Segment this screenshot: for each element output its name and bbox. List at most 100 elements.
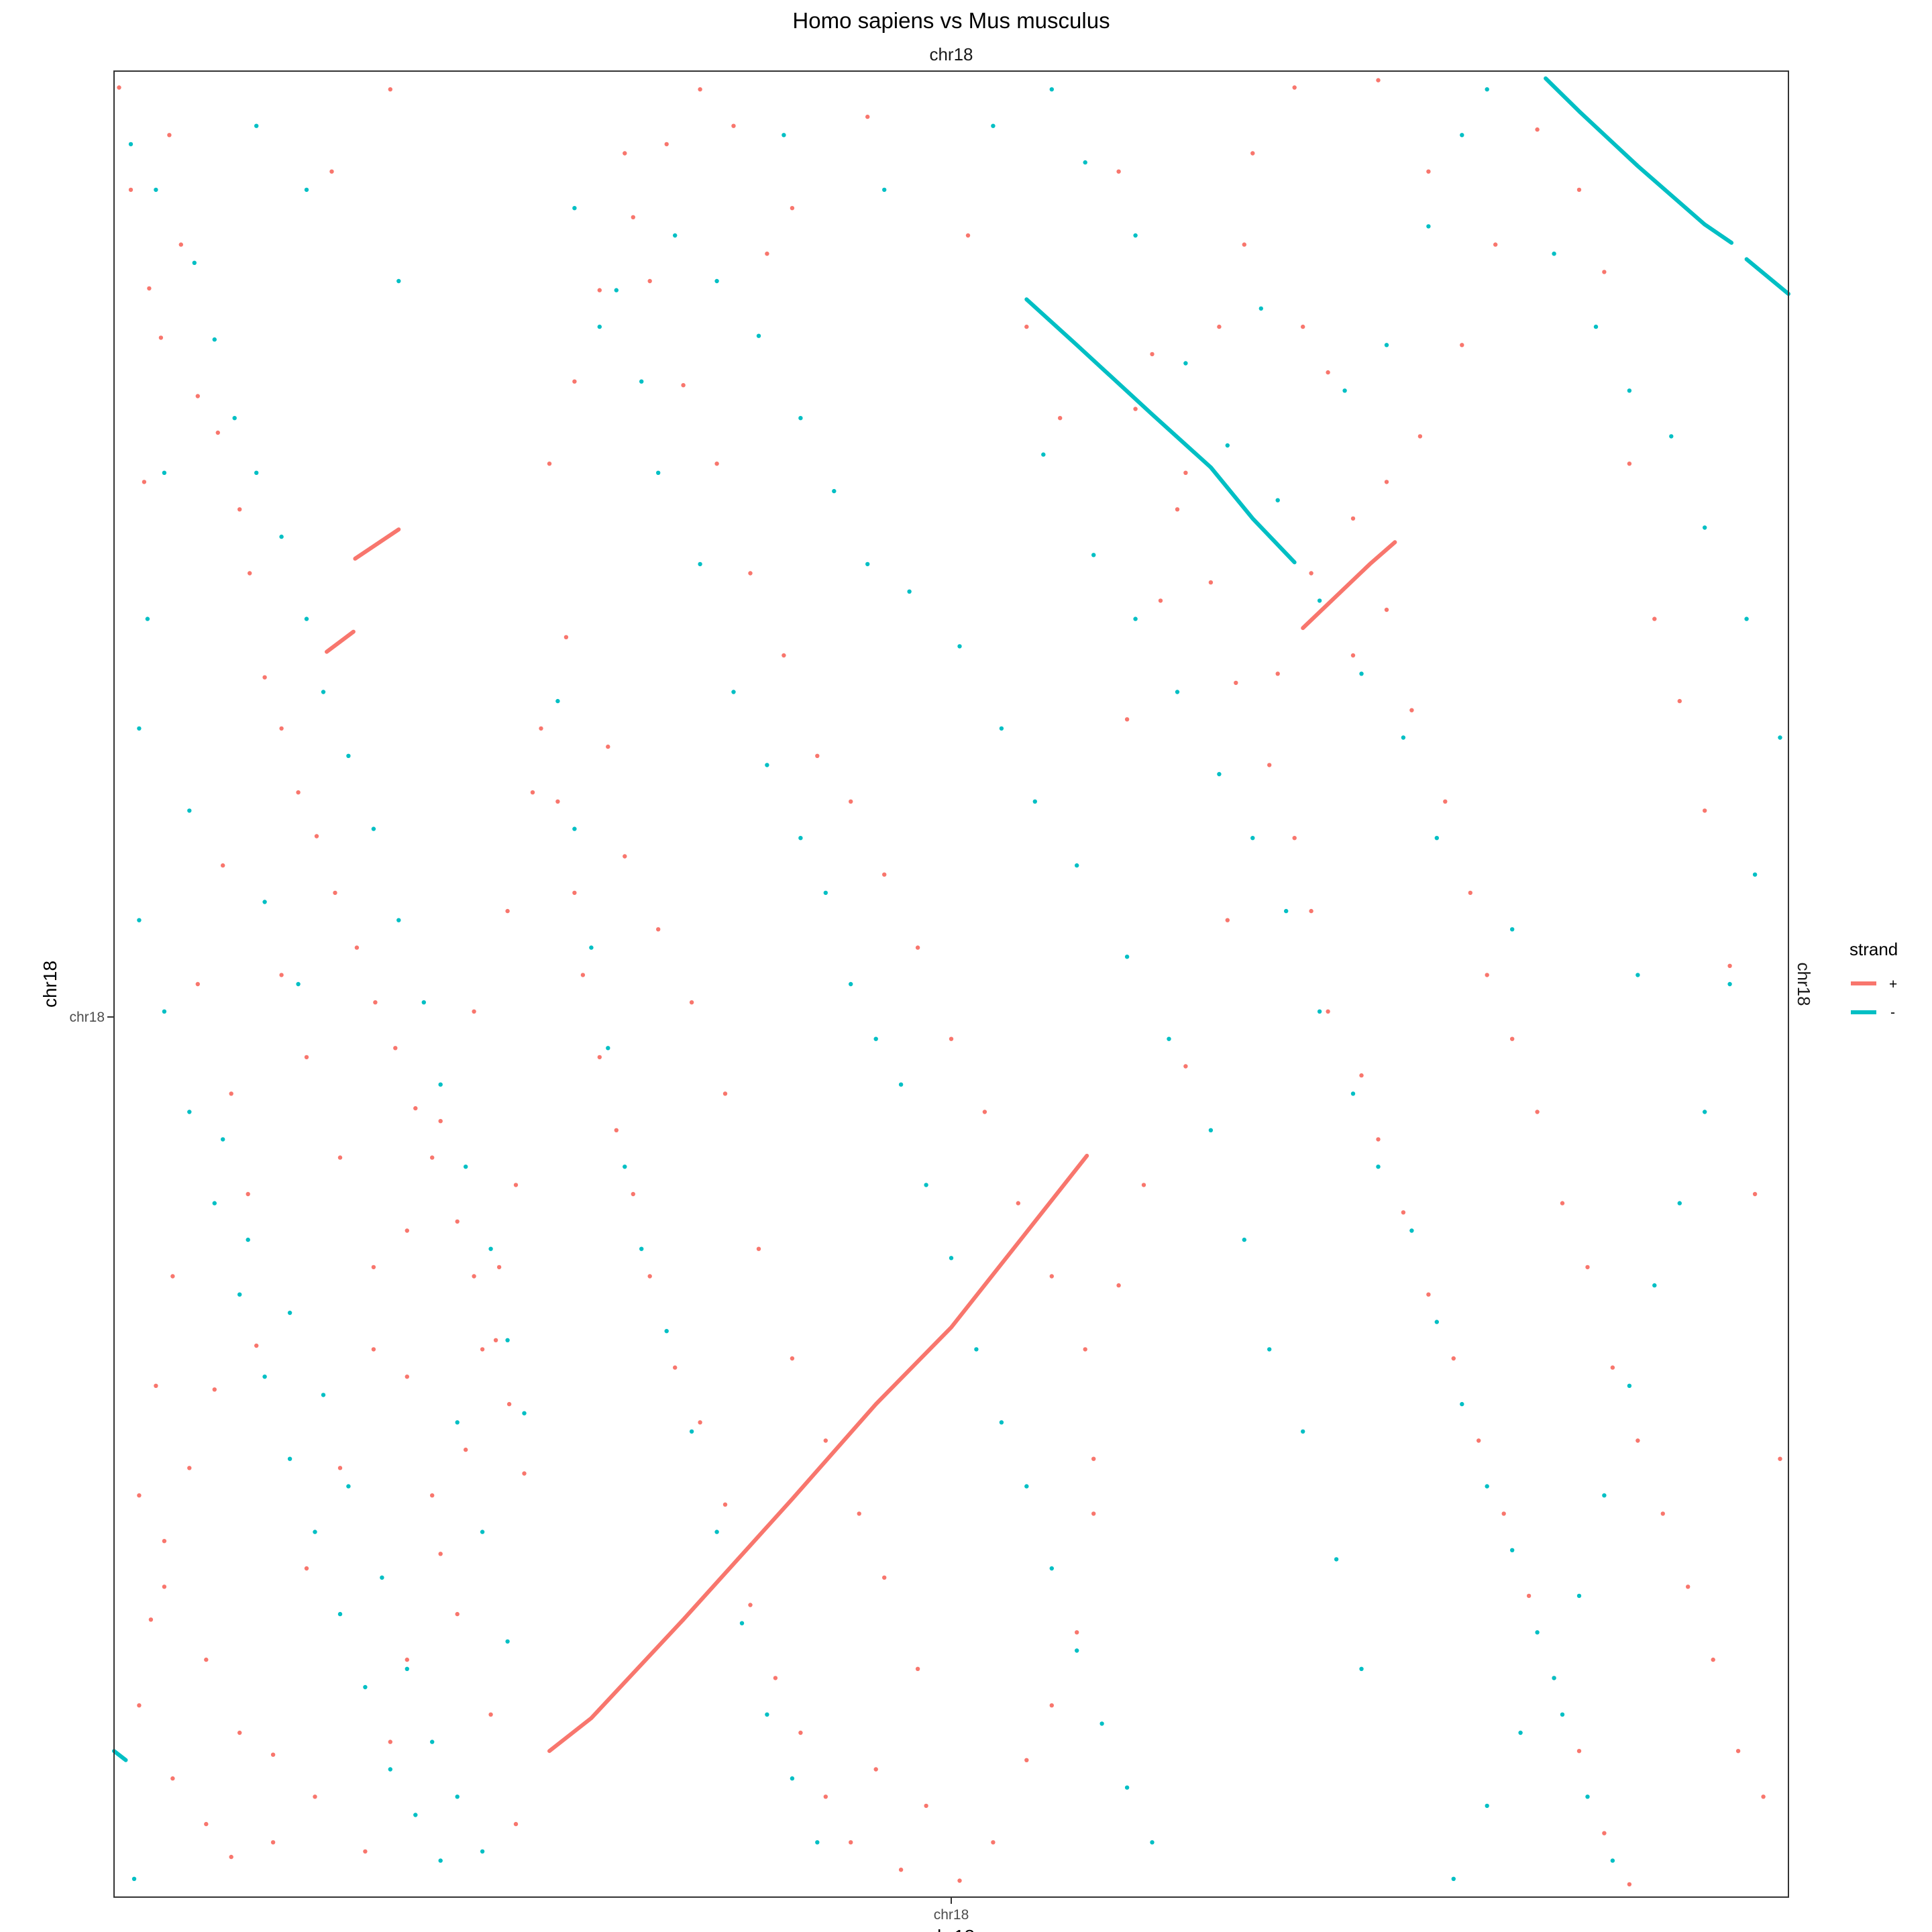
point-minus-99 bbox=[1703, 525, 1707, 530]
point-plus-116 bbox=[1560, 1201, 1565, 1205]
point-plus-144 bbox=[1141, 1183, 1146, 1187]
point-plus-135 bbox=[1493, 242, 1498, 247]
point-plus-202 bbox=[237, 1730, 242, 1735]
point-minus-83 bbox=[1485, 1484, 1489, 1489]
point-minus-155 bbox=[455, 1420, 460, 1425]
point-plus-98 bbox=[1477, 1438, 1481, 1443]
point-plus-168 bbox=[664, 142, 669, 147]
point-plus-65 bbox=[681, 383, 686, 388]
point-minus-135 bbox=[304, 187, 309, 193]
point-minus-88 bbox=[1610, 1858, 1615, 1863]
point-plus-128 bbox=[1703, 808, 1707, 813]
point-plus-78 bbox=[1091, 1456, 1096, 1461]
point-plus-97 bbox=[1451, 1356, 1456, 1361]
point-plus-81 bbox=[965, 233, 971, 238]
point-minus-164 bbox=[1183, 361, 1188, 366]
point-minus-53 bbox=[823, 890, 828, 896]
point-minus-131 bbox=[714, 278, 719, 284]
point-plus-100 bbox=[1526, 1593, 1532, 1599]
point-plus-107 bbox=[1326, 370, 1330, 375]
point-plus-136 bbox=[1460, 343, 1464, 347]
point-plus-105 bbox=[1242, 242, 1247, 247]
point-minus-63 bbox=[1075, 1648, 1079, 1653]
right-strip-label: chr18 bbox=[1794, 962, 1814, 1006]
segments-layer bbox=[112, 76, 1790, 1762]
point-plus-155 bbox=[823, 1438, 828, 1443]
point-minus-0 bbox=[128, 142, 133, 147]
point-minus-31 bbox=[131, 1876, 137, 1881]
point-plus-82 bbox=[1024, 324, 1029, 329]
point-minus-101 bbox=[1778, 735, 1782, 740]
point-minus-154 bbox=[480, 1529, 485, 1534]
point-plus-34 bbox=[270, 1752, 276, 1757]
point-minus-104 bbox=[1703, 1110, 1707, 1114]
point-minus-30 bbox=[438, 1858, 443, 1863]
point-minus-84 bbox=[1510, 1548, 1515, 1552]
alignment-segment-minus-3 bbox=[112, 1749, 128, 1762]
point-plus-188 bbox=[455, 1611, 460, 1617]
point-plus-56 bbox=[773, 1676, 778, 1680]
point-plus-123 bbox=[1735, 1749, 1741, 1754]
point-plus-90 bbox=[1292, 836, 1297, 841]
point-plus-91 bbox=[1309, 908, 1313, 914]
point-minus-128 bbox=[832, 488, 837, 494]
point-minus-148 bbox=[380, 1575, 384, 1580]
point-plus-147 bbox=[1075, 1630, 1079, 1635]
point-minus-129 bbox=[798, 416, 803, 421]
point-minus-103 bbox=[1727, 981, 1732, 987]
point-plus-207 bbox=[405, 1228, 409, 1233]
point-plus-64 bbox=[647, 278, 652, 284]
point-minus-58 bbox=[949, 1256, 954, 1260]
point-plus-120 bbox=[1660, 1511, 1665, 1516]
point-plus-129 bbox=[1677, 698, 1682, 704]
point-plus-50 bbox=[631, 1191, 635, 1197]
point-plus-191 bbox=[329, 169, 334, 174]
point-minus-49 bbox=[698, 561, 702, 567]
point-minus-119 bbox=[1208, 1128, 1214, 1133]
point-minus-138 bbox=[145, 616, 150, 621]
point-minus-46 bbox=[597, 324, 602, 329]
point-plus-140 bbox=[1309, 571, 1313, 576]
point-minus-160 bbox=[1359, 672, 1364, 676]
point-plus-72 bbox=[915, 945, 920, 950]
point-plus-70 bbox=[849, 799, 853, 804]
point-plus-68 bbox=[782, 653, 786, 658]
point-plus-174 bbox=[1175, 507, 1180, 512]
point-plus-122 bbox=[1711, 1657, 1715, 1662]
point-minus-112 bbox=[1485, 1803, 1489, 1809]
point-plus-0 bbox=[117, 85, 121, 90]
point-minus-156 bbox=[1635, 973, 1640, 977]
point-minus-140 bbox=[187, 808, 192, 813]
point-plus-143 bbox=[1183, 1064, 1188, 1069]
point-plus-88 bbox=[1234, 680, 1238, 686]
point-minus-36 bbox=[623, 1165, 627, 1169]
point-plus-8 bbox=[237, 507, 242, 512]
point-plus-163 bbox=[564, 635, 569, 639]
point-minus-59 bbox=[974, 1347, 979, 1352]
point-minus-82 bbox=[1460, 1401, 1464, 1407]
point-plus-40 bbox=[464, 1447, 468, 1452]
point-minus-51 bbox=[765, 763, 769, 767]
point-plus-103 bbox=[1602, 1831, 1607, 1835]
point-minus-39 bbox=[689, 1429, 694, 1434]
point-plus-51 bbox=[647, 1274, 652, 1279]
chart-title: Homo sapiens vs Mus musculus bbox=[792, 8, 1110, 33]
point-minus-72 bbox=[1133, 616, 1138, 621]
x-tick-label: chr18 bbox=[934, 1907, 969, 1923]
point-plus-80 bbox=[865, 114, 870, 119]
point-plus-117 bbox=[1585, 1265, 1590, 1270]
point-plus-138 bbox=[1384, 480, 1389, 484]
point-plus-164 bbox=[547, 462, 552, 466]
point-plus-96 bbox=[1426, 1292, 1431, 1297]
point-minus-75 bbox=[1250, 836, 1255, 841]
point-plus-43 bbox=[513, 1183, 519, 1187]
point-plus-19 bbox=[430, 1155, 435, 1160]
point-minus-34 bbox=[589, 945, 594, 950]
point-minus-137 bbox=[162, 470, 167, 475]
point-plus-84 bbox=[1116, 169, 1121, 174]
point-minus-90 bbox=[1342, 388, 1347, 393]
point-plus-48 bbox=[597, 1055, 602, 1060]
point-plus-14 bbox=[333, 890, 337, 896]
